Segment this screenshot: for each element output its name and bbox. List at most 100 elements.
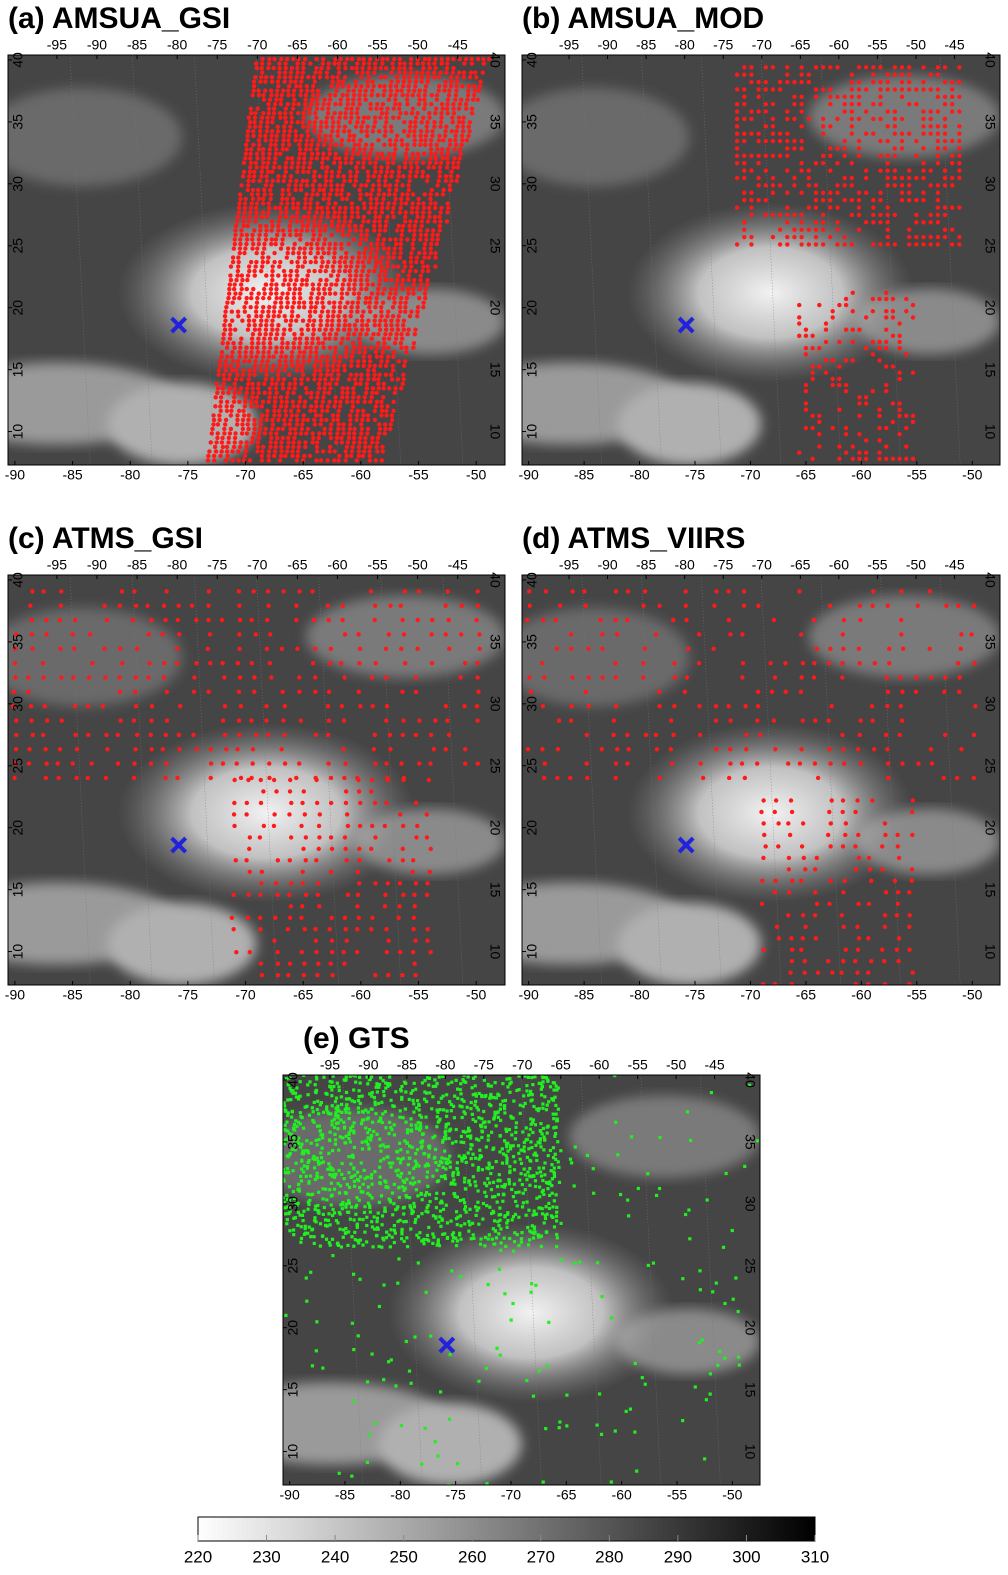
observation-dot	[775, 925, 779, 929]
observation-dot	[408, 228, 412, 232]
observation-dot	[959, 632, 963, 636]
observation-dot	[330, 939, 334, 943]
observation-dot	[369, 192, 373, 196]
observation-dot	[288, 1185, 291, 1188]
observation-dot	[786, 821, 790, 825]
observation-dot	[384, 328, 388, 332]
observation-dot	[366, 373, 370, 377]
observation-dot	[522, 1105, 525, 1108]
observation-dot	[379, 269, 383, 273]
observation-dot	[380, 210, 384, 214]
observation-dot	[885, 227, 889, 231]
observation-dot	[149, 761, 153, 765]
observation-dot	[801, 661, 805, 665]
observation-dot	[461, 116, 465, 120]
observation-dot	[614, 704, 618, 708]
observation-dot	[381, 242, 385, 246]
observation-dot	[388, 93, 392, 97]
observation-dot	[272, 57, 276, 61]
observation-dot	[311, 323, 315, 327]
observation-dot	[857, 191, 861, 195]
observation-dot	[544, 589, 548, 593]
observation-dot	[380, 458, 384, 462]
observation-dot	[439, 120, 443, 124]
observation-dot	[891, 297, 895, 301]
observation-dot	[778, 132, 782, 136]
observation-dot	[487, 1120, 490, 1123]
observation-dot	[884, 346, 888, 350]
observation-dot	[362, 255, 366, 259]
observation-dot	[384, 413, 388, 417]
observation-dot	[301, 847, 305, 851]
observation-dot	[278, 309, 282, 313]
observation-dot	[391, 255, 395, 259]
observation-dot	[260, 404, 264, 408]
top-lon-label: -55	[867, 557, 887, 573]
observation-dot	[338, 161, 342, 165]
observation-dot	[312, 179, 316, 183]
observation-dot	[345, 197, 349, 201]
observation-dot	[367, 1185, 370, 1188]
observation-dot	[482, 61, 486, 65]
observation-dot	[369, 337, 373, 341]
observation-dot	[162, 661, 166, 665]
observation-dot	[373, 733, 377, 737]
observation-dot	[292, 1228, 295, 1231]
observation-dot	[360, 418, 364, 422]
observation-dot	[443, 79, 447, 83]
observation-dot	[263, 134, 267, 138]
observation-dot	[465, 97, 469, 101]
observation-dot	[329, 273, 333, 277]
observation-dot	[321, 197, 325, 201]
observation-dot	[237, 391, 241, 395]
observation-dot	[417, 761, 421, 765]
observation-dot	[361, 161, 365, 165]
observation-dot	[330, 174, 334, 178]
observation-dot	[345, 445, 349, 449]
observation-dot	[431, 1242, 434, 1245]
observation-dot	[394, 242, 398, 246]
observation-dot	[270, 377, 274, 381]
observation-dot	[342, 179, 346, 183]
observation-dot	[383, 183, 387, 187]
observation-dot	[297, 675, 301, 679]
observation-dot	[412, 961, 416, 965]
observation-dot	[304, 282, 308, 286]
observation-dot	[527, 1209, 530, 1212]
observation-dot	[625, 618, 629, 622]
observation-dot	[333, 102, 337, 106]
observation-dot	[410, 111, 414, 115]
observation-dot	[281, 282, 285, 286]
observation-dot	[317, 386, 321, 390]
observation-dot	[289, 269, 293, 273]
observation-dot	[430, 618, 434, 622]
observation-dot	[56, 776, 60, 780]
observation-dot	[957, 80, 961, 84]
observation-dot	[401, 84, 405, 88]
observation-dot	[331, 413, 335, 417]
observation-dot	[943, 102, 947, 106]
left-lat-label: 15	[10, 882, 26, 898]
observation-dot	[907, 183, 911, 187]
observation-dot	[422, 206, 426, 210]
observation-dot	[381, 350, 385, 354]
observation-dot	[264, 318, 268, 322]
observation-dot	[503, 1139, 506, 1142]
observation-dot	[228, 282, 232, 286]
observation-dot	[347, 282, 351, 286]
observation-dot	[368, 400, 372, 404]
left-lat-label: 15	[524, 882, 540, 898]
observation-dot	[764, 154, 768, 158]
observation-dot	[378, 260, 382, 264]
observation-dot	[221, 382, 225, 386]
observation-dot	[279, 201, 283, 205]
observation-dot	[531, 1131, 534, 1134]
observation-dot	[936, 161, 940, 165]
observation-dot	[239, 337, 243, 341]
observation-dot	[237, 718, 241, 722]
observation-dot	[391, 1191, 394, 1194]
observation-dot	[928, 72, 932, 76]
observation-dot	[742, 198, 746, 202]
observation-dot	[335, 75, 339, 79]
observation-dot	[554, 1113, 557, 1116]
